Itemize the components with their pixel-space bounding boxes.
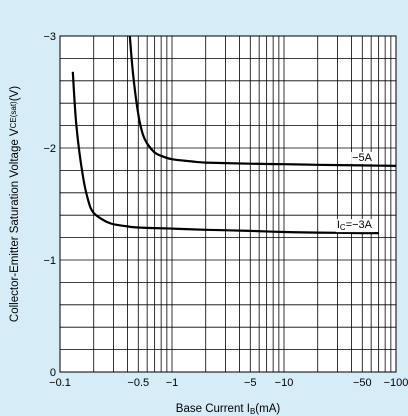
y-tick-label: −1 xyxy=(43,255,56,267)
x-tick-label: −100 xyxy=(384,377,408,389)
x-tick-label: −10 xyxy=(275,377,294,389)
x-tick-label: −0.5 xyxy=(127,377,149,389)
y-axis-label-main: Collector-Emitter Saturation Voltage V xyxy=(9,128,21,322)
plot-area xyxy=(60,36,396,372)
x-axis-label: Base Current IB(mA) xyxy=(176,403,281,416)
y-tick-label: −2 xyxy=(43,143,56,155)
x-tick-label: −5 xyxy=(244,377,257,389)
y-axis-label-sub: CE(sat) xyxy=(9,101,18,128)
x-axis-label-unit: (mA) xyxy=(255,403,280,415)
x-tick-label: −1 xyxy=(166,377,179,389)
y-tick-labels: 0 −1 −2 −3 xyxy=(43,31,56,379)
x-axis-label-main: Base Current I xyxy=(176,403,250,415)
y-tick-label: −3 xyxy=(43,31,56,43)
x-tick-label: −50 xyxy=(353,377,372,389)
x-tick-labels: −0.1 −0.5 −1 −5 −10 −50 −100 xyxy=(49,377,408,389)
series-label-1: −5A xyxy=(352,152,373,164)
y-tick-label: 0 xyxy=(50,367,56,379)
y-axis-label-unit: (V) xyxy=(9,86,21,102)
y-axis-label: Collector-Emitter Saturation Voltage VCE… xyxy=(9,86,21,322)
